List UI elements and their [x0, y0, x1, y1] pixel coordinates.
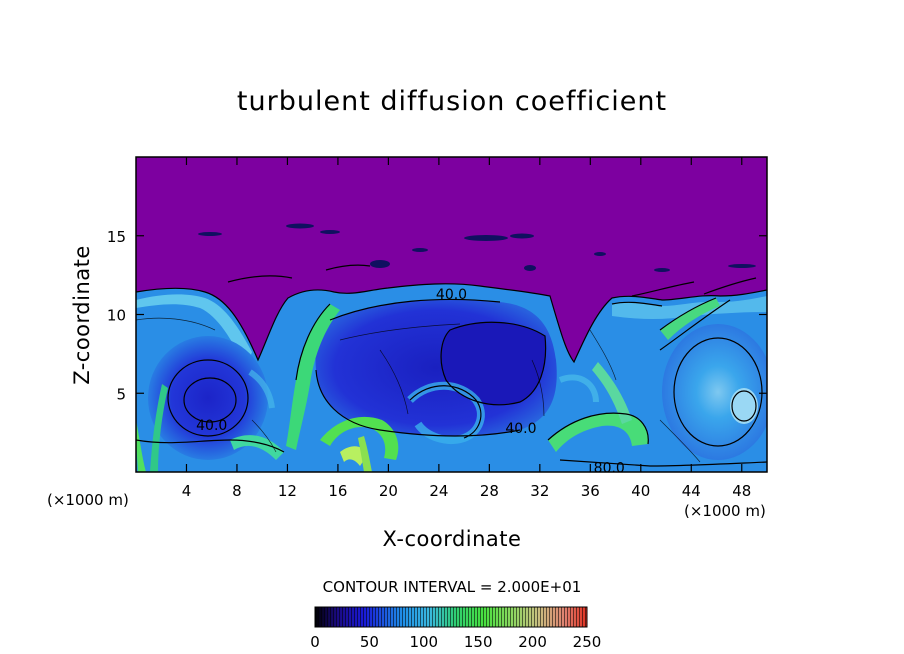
contour-label: 80.0: [594, 460, 625, 476]
x-axis-label: X-coordinate: [382, 527, 522, 551]
colorbar-tick-label: 0: [310, 633, 320, 651]
x-tick-label: 36: [581, 482, 600, 500]
colorbar-tick-label: 200: [518, 633, 547, 651]
contour-label: 40.0: [505, 421, 536, 437]
heatmap-field: 40.0 40.0 40.0 80.0: [136, 157, 767, 476]
colorbar-bins: [315, 607, 587, 627]
contour-labels: 40.0 40.0 40.0 80.0: [196, 287, 625, 476]
colorbar-tick-label: 250: [573, 633, 602, 651]
x-tick-label: 4: [182, 482, 192, 500]
x-tick-label: 16: [328, 482, 347, 500]
x-tick-label: 44: [682, 482, 701, 500]
chart-title: turbulent diffusion coefficient: [236, 86, 668, 117]
contour-label: 40.0: [436, 287, 467, 303]
x-tick-label: 40: [631, 482, 650, 500]
x-tick-label: 8: [232, 482, 242, 500]
colorbar-tick-label: 50: [360, 633, 379, 651]
x-tick-label: 48: [732, 482, 751, 500]
x-tick-label: 28: [480, 482, 499, 500]
y-tick-label: 15: [107, 228, 126, 246]
x-axis: 4 8 12 16 20 24 28 32 36 40 44 48: [182, 157, 751, 500]
y-tick-label: 5: [116, 385, 126, 403]
colorbar: 0 50 100 150 200 250: [310, 606, 602, 651]
z-unit-label: (×1000 m): [47, 491, 129, 509]
contour-label: 40.0: [196, 418, 227, 434]
x-tick-label: 32: [530, 482, 549, 500]
x-tick-label: 20: [379, 482, 398, 500]
colorbar-tick-label: 150: [464, 633, 493, 651]
contour-interval-note: CONTOUR INTERVAL = 2.000E+01: [322, 578, 582, 596]
x-unit-label: (×1000 m): [684, 502, 766, 520]
y-tick-label: 10: [107, 307, 126, 325]
x-tick-label: 12: [278, 482, 297, 500]
colorbar-tick-label: 100: [409, 633, 438, 651]
y-axis: 5 10 15: [107, 228, 767, 403]
x-tick-label: 24: [429, 482, 448, 500]
